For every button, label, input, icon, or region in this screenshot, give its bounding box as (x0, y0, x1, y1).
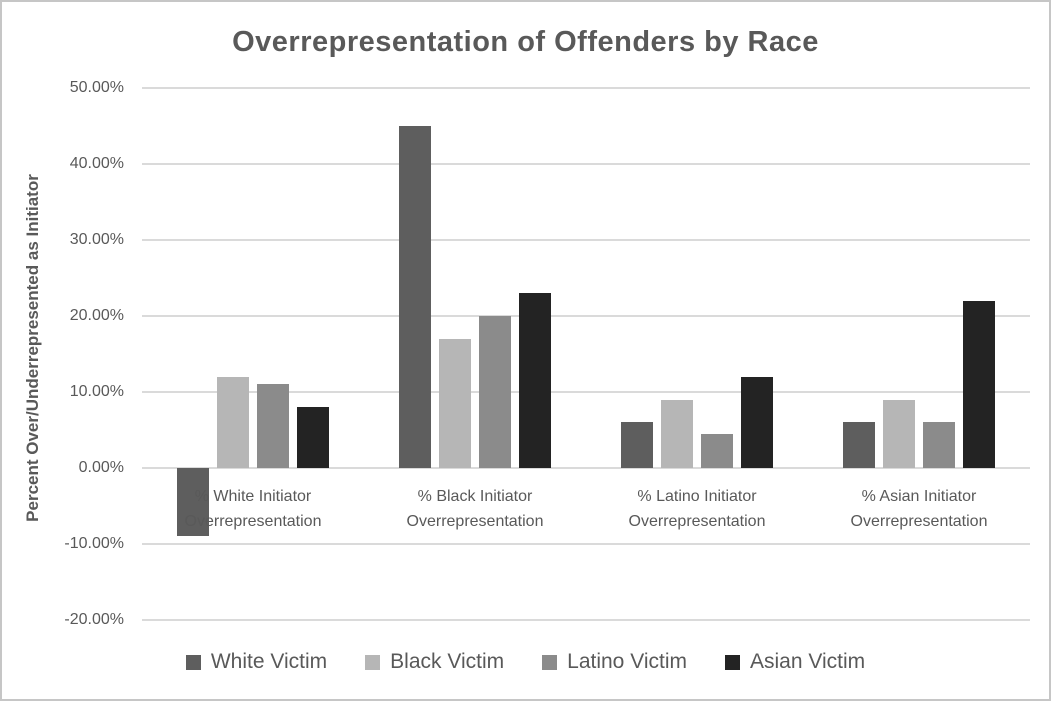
chart-title: Overrepresentation of Offenders by Race (232, 26, 819, 58)
y-tick-label: 10.00% (69, 383, 124, 400)
bar (883, 399, 915, 468)
category-label: % Black Initiator Overrepresentation (406, 488, 544, 530)
legend: White Victim Black Victim Latino Victim Asi… (2, 650, 1049, 674)
y-tick-label: 30.00% (69, 231, 124, 248)
bar (177, 468, 209, 537)
category-label: % Latino Initiator Overrepresentation (628, 488, 766, 530)
y-tick-label: 20.00% (69, 307, 124, 324)
gridline (142, 467, 1030, 469)
legend-swatch (365, 654, 381, 670)
gridline (142, 543, 1030, 545)
legend-label: Black Victim (390, 650, 505, 673)
legend-item: Black Victim (365, 650, 504, 674)
bar (399, 126, 431, 468)
bar (217, 376, 249, 468)
category-label: % White Initiator Overrepresentation (184, 488, 322, 530)
y-tick-label: -20.00% (64, 611, 124, 628)
gridline (142, 315, 1030, 317)
bar (741, 376, 773, 468)
gridline (142, 391, 1030, 393)
legend-label: Asian Victim (749, 650, 866, 673)
legend-item: Latino Victim (542, 650, 687, 674)
legend-label: Latino Victim (567, 650, 687, 673)
bar (661, 399, 693, 468)
gridline (142, 239, 1030, 241)
y-tick-label: -10.00% (64, 535, 124, 552)
gridline (142, 619, 1030, 621)
plot-area: % White Initiator Overrepresentation % Bl… (142, 87, 1030, 621)
bar (519, 293, 551, 468)
bar (963, 300, 995, 468)
legend-swatch (542, 654, 558, 670)
y-tick-label: 40.00% (69, 155, 124, 172)
bar (257, 384, 289, 468)
legend-item: Asian Victim (724, 650, 866, 674)
bar (439, 338, 471, 468)
bar (479, 316, 511, 468)
y-tick-label: 50.00% (69, 79, 124, 96)
gridline (142, 87, 1030, 89)
gridline (142, 163, 1030, 165)
category-label: % Asian Initiator Overrepresentation (850, 488, 988, 530)
bar (621, 422, 653, 468)
legend-item: White Victim (185, 650, 328, 674)
legend-label: White Victim (210, 650, 328, 673)
y-tick-label: 0.00% (78, 459, 124, 476)
legend-swatch (185, 654, 201, 670)
bar (923, 422, 955, 468)
legend-swatch (724, 654, 740, 670)
bar (843, 422, 875, 468)
bar (701, 433, 733, 468)
bar (297, 407, 329, 468)
